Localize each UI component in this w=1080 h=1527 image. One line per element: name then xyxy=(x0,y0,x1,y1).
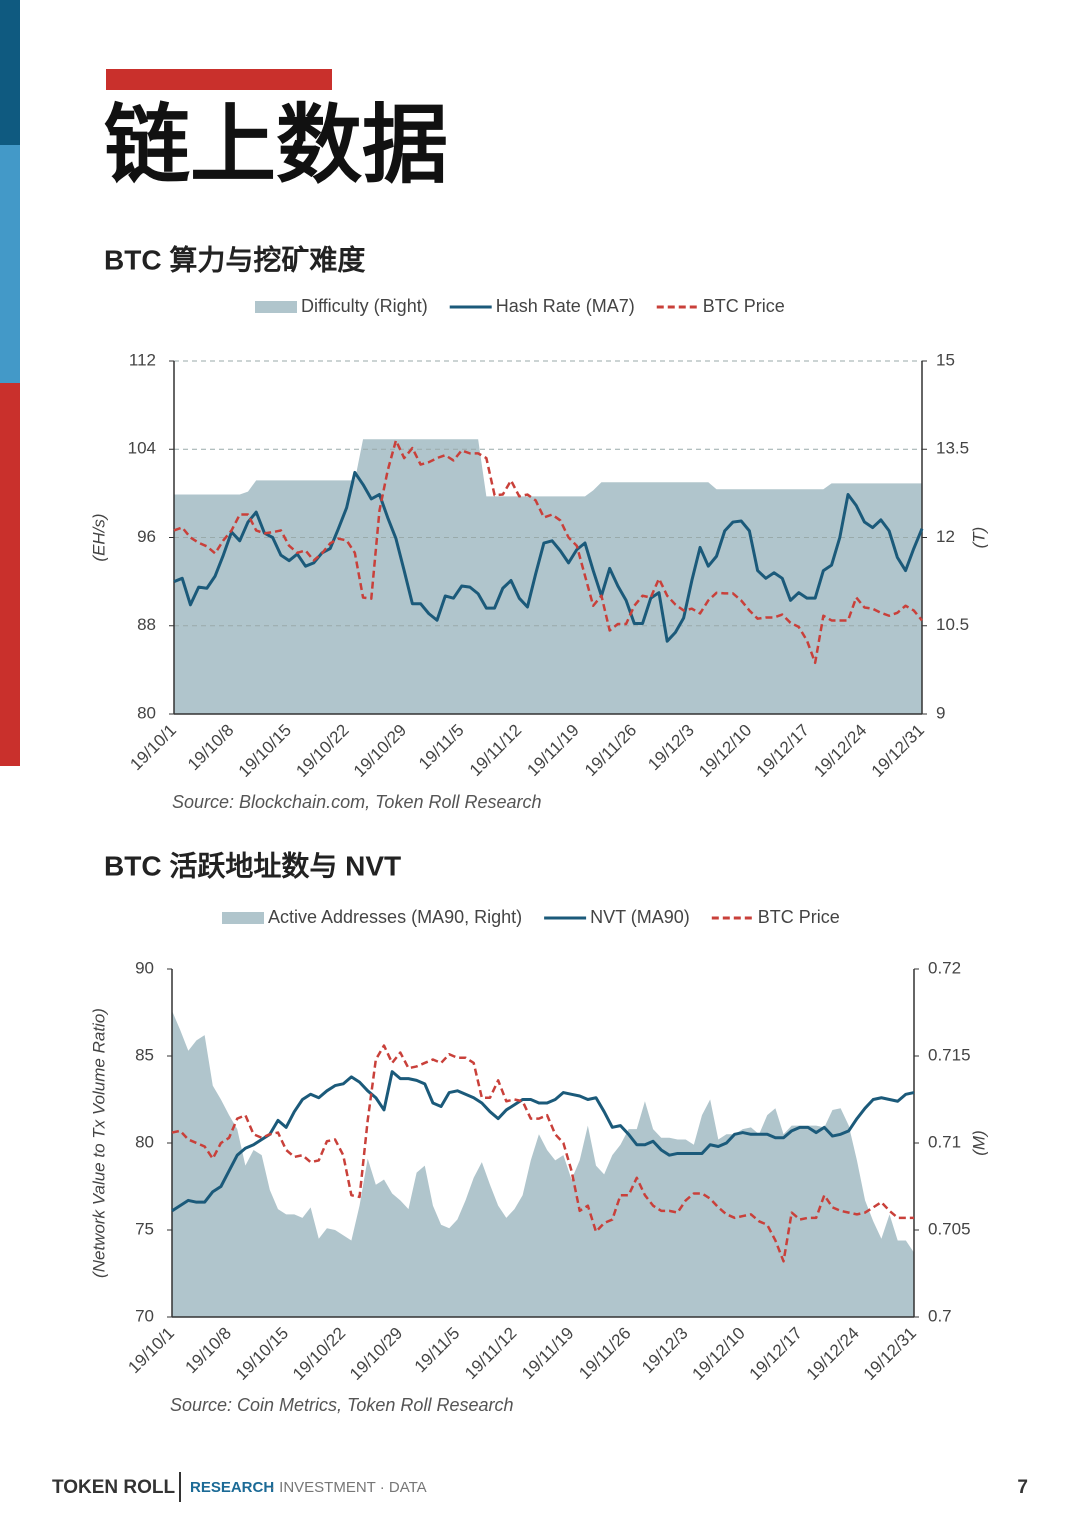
y2-tick-label: 0.715 xyxy=(928,1045,971,1064)
x-tick-label: 19/11/19 xyxy=(518,1324,577,1383)
page-number: 7 xyxy=(1017,1477,1028,1498)
y-tick-label: 104 xyxy=(128,439,156,458)
x-tick-label: 19/10/1 xyxy=(126,721,180,775)
chart-title: BTC 活跃地址数与 NVT xyxy=(104,850,401,881)
legend-swatch xyxy=(222,912,264,924)
y-axis-label: (Network Value to Tx Volume Ratio) xyxy=(89,1008,108,1278)
source-note: Source: Blockchain.com, Token Roll Resea… xyxy=(172,792,542,812)
line xyxy=(171,1044,914,1263)
area xyxy=(172,1010,914,1317)
x-tick-label: 19/10/8 xyxy=(184,721,238,775)
y-tick-label: 88 xyxy=(137,615,156,634)
x-tick-label: 19/11/26 xyxy=(581,721,640,780)
y2-axis-label: (M) xyxy=(969,1130,988,1155)
y2-tick-label: 0.705 xyxy=(928,1219,971,1238)
legend-label: BTC Price xyxy=(703,296,785,316)
x-tick-label: 19/12/17 xyxy=(746,1324,806,1384)
x-tick-label: 19/12/17 xyxy=(753,721,813,781)
y-axis-label: (EH/s) xyxy=(89,513,108,561)
x-tick-label: 19/11/12 xyxy=(466,721,525,780)
x-tick-label: 19/10/22 xyxy=(292,721,352,781)
page-title: 链上数据 xyxy=(104,98,448,194)
y2-tick-label: 9 xyxy=(936,703,945,722)
y2-tick-label: 13.5 xyxy=(936,439,969,458)
x-tick-label: 19/11/19 xyxy=(523,721,582,780)
line xyxy=(171,1070,915,1213)
area xyxy=(174,439,922,714)
y-tick-label: 80 xyxy=(135,1132,154,1151)
footer-tagline: RESEARCH xyxy=(190,1479,274,1496)
line xyxy=(173,439,923,665)
side-bar xyxy=(0,145,20,383)
x-tick-label: 19/11/26 xyxy=(575,1324,634,1383)
y2-tick-label: 0.72 xyxy=(928,958,961,977)
legend-label: BTC Price xyxy=(758,907,840,927)
y-tick-label: 112 xyxy=(129,350,156,369)
y-tick-label: 70 xyxy=(135,1306,154,1325)
footer-tagline: · INVESTMENT · DATA xyxy=(270,1479,427,1496)
x-tick-label: 19/12/31 xyxy=(868,721,928,781)
x-tick-label: 19/10/15 xyxy=(232,1324,292,1384)
y2-tick-label: 10.5 xyxy=(936,615,969,634)
x-tick-label: 19/10/15 xyxy=(235,721,295,781)
x-tick-label: 19/12/3 xyxy=(638,1324,692,1378)
y2-tick-label: 0.71 xyxy=(928,1132,961,1151)
title-bar xyxy=(106,69,332,90)
x-tick-label: 19/12/10 xyxy=(689,1324,749,1384)
x-tick-label: 19/10/8 xyxy=(182,1324,236,1378)
x-tick-label: 19/10/29 xyxy=(350,721,410,781)
source-note: Source: Coin Metrics, Token Roll Researc… xyxy=(170,1395,513,1415)
legend-label: Hash Rate (MA7) xyxy=(496,296,635,316)
x-tick-label: 19/11/5 xyxy=(411,1324,464,1377)
x-tick-label: 19/12/24 xyxy=(810,721,870,781)
y-tick-label: 85 xyxy=(135,1045,154,1064)
legend-label: NVT (MA90) xyxy=(590,907,690,927)
y-tick-label: 96 xyxy=(137,527,156,546)
x-tick-label: 19/11/12 xyxy=(461,1324,520,1383)
line xyxy=(173,470,924,643)
y-tick-label: 90 xyxy=(135,958,154,977)
y2-tick-label: 0.7 xyxy=(928,1306,952,1325)
x-tick-label: 19/10/22 xyxy=(289,1324,349,1384)
legend-label: Difficulty (Right) xyxy=(301,296,428,316)
y2-tick-label: 12 xyxy=(936,527,955,546)
chart-title: BTC 算力与挖矿难度 xyxy=(104,243,365,275)
y2-axis-label: (T) xyxy=(969,527,988,549)
x-tick-label: 19/11/5 xyxy=(415,721,468,774)
x-tick-label: 19/12/31 xyxy=(860,1324,920,1384)
footer-brand: TOKEN ROLL xyxy=(52,1477,176,1498)
legend-swatch xyxy=(255,301,297,313)
y2-tick-label: 15 xyxy=(936,350,955,369)
legend-label: Active Addresses (MA90, Right) xyxy=(268,907,522,927)
x-tick-label: 19/12/24 xyxy=(803,1324,863,1384)
x-tick-label: 19/10/29 xyxy=(346,1324,406,1384)
y-tick-label: 75 xyxy=(135,1219,154,1238)
y-tick-label: 80 xyxy=(137,703,156,722)
side-bar xyxy=(0,0,20,145)
side-bar xyxy=(0,383,20,766)
x-tick-label: 19/10/1 xyxy=(124,1324,178,1378)
x-tick-label: 19/12/3 xyxy=(644,721,698,775)
x-tick-label: 19/12/10 xyxy=(695,721,755,781)
